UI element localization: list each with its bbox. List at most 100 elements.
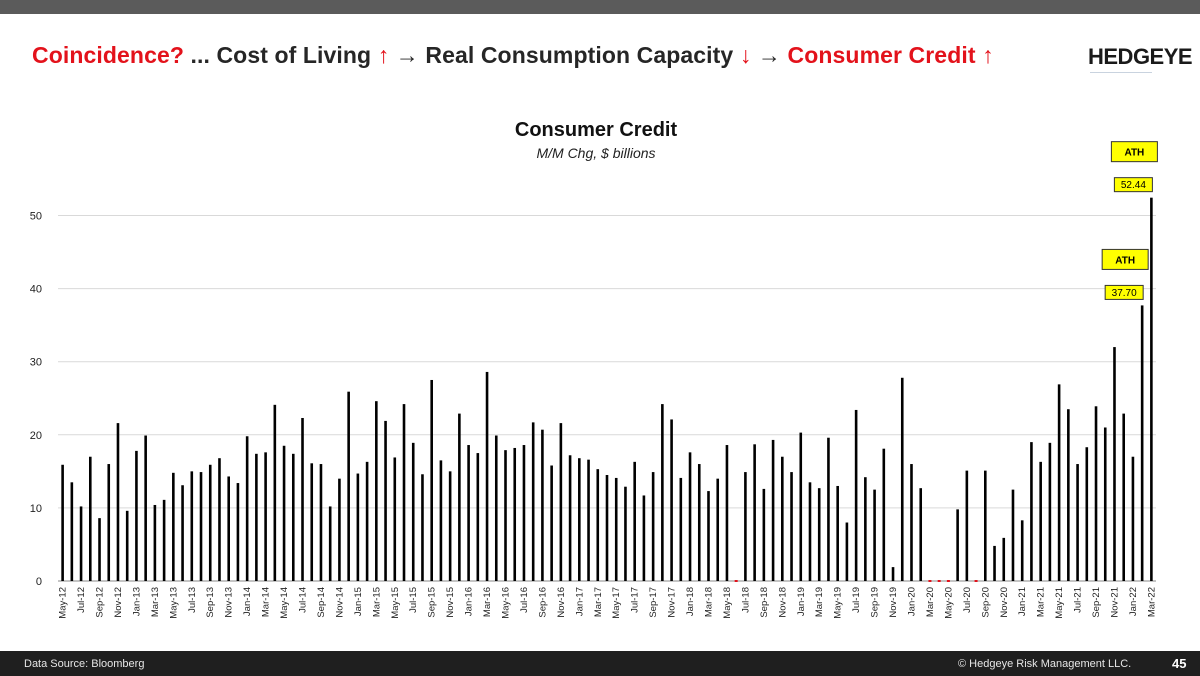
x-tick-label: May-13 [168, 587, 179, 619]
bar [707, 491, 710, 581]
bar [1140, 305, 1144, 581]
bar [1057, 384, 1061, 581]
x-tick-label: Mar-20 [925, 587, 936, 617]
headline-consumer-credit: Consumer Credit [787, 42, 983, 68]
bar [135, 450, 138, 581]
x-tick-label: Nov-13 [224, 587, 235, 618]
bar [291, 453, 295, 581]
bar [61, 464, 64, 581]
bar [181, 485, 184, 581]
x-tick-label: May-16 [501, 587, 512, 619]
annotation-value-box [1113, 177, 1153, 193]
x-tick-label: Nov-15 [445, 587, 456, 618]
bar [1048, 442, 1052, 581]
x-tick-label: May-14 [279, 587, 290, 619]
bar [531, 422, 535, 581]
bar [790, 472, 793, 581]
bar [937, 580, 941, 582]
headline: Coincidence? ... Cost of Living ↑ → Real… [32, 42, 994, 69]
bar [587, 459, 590, 581]
bar [162, 499, 166, 581]
bar [1067, 409, 1070, 581]
bar [393, 457, 397, 581]
bar [873, 489, 876, 581]
x-tick-label: Mar-13 [150, 587, 161, 617]
x-tick-label: Nov-12 [113, 587, 124, 618]
x-tick-label: Jul-13 [187, 587, 198, 613]
x-tick-label: Jan-20 [906, 587, 917, 616]
bar [1131, 456, 1135, 581]
bar [781, 456, 784, 581]
headline-coincidence: Coincidence? [32, 42, 185, 68]
bar [753, 444, 756, 581]
x-tick-label: Sep-14 [316, 587, 327, 618]
bar [172, 472, 175, 581]
bar [107, 464, 111, 581]
logo-underline [1090, 72, 1152, 73]
headline-arrow: → [751, 42, 788, 68]
footer: Data Source: Bloomberg © Hedgeye Risk Ma… [0, 651, 1200, 676]
bar [1030, 442, 1033, 581]
x-tick-label: Sep-17 [648, 587, 659, 618]
bar [1020, 520, 1024, 581]
bar [328, 506, 332, 581]
x-tick-label: Mar-16 [482, 587, 493, 617]
bar [559, 423, 563, 581]
bar [651, 472, 655, 581]
bar [116, 423, 120, 581]
x-tick-label: Jul-16 [519, 587, 530, 613]
bar [494, 435, 498, 581]
bar [854, 409, 858, 581]
arrow-down-icon: ↓ [739, 42, 752, 68]
bar [458, 413, 461, 581]
bar [799, 432, 803, 581]
x-tick-label: Mar-22 [1146, 587, 1157, 617]
bar [513, 447, 517, 581]
bar [439, 460, 443, 581]
bar [919, 488, 923, 581]
x-tick-label: Jan-17 [574, 587, 585, 616]
x-tick-label: May-20 [943, 587, 954, 619]
bar [319, 464, 323, 581]
y-tick-label: 20 [30, 430, 42, 442]
x-tick-label: Jul-12 [76, 587, 87, 613]
annotation-value-label: 37.70 [1112, 288, 1137, 299]
x-tick-label: May-21 [1054, 587, 1065, 619]
bar [596, 469, 600, 581]
bar [614, 477, 618, 581]
bar [984, 470, 987, 581]
x-tick-label: May-18 [722, 587, 733, 619]
x-tick-label: Jan-19 [796, 587, 807, 616]
bar [946, 580, 950, 582]
bar [624, 486, 627, 581]
x-tick-label: Mar-21 [1036, 587, 1047, 617]
bar [633, 461, 636, 581]
x-tick-label: Nov-20 [999, 587, 1010, 618]
hedgeye-logo: HEDGEYE [1088, 44, 1193, 69]
bar [910, 464, 913, 581]
bar [771, 439, 775, 581]
bar [1076, 464, 1079, 581]
bar [467, 445, 470, 581]
x-tick-label: Jul-14 [298, 587, 309, 613]
bar [301, 417, 304, 581]
bar [402, 404, 406, 581]
x-tick-label: May-19 [833, 587, 844, 619]
bar [817, 488, 821, 581]
x-tick-label: Sep-20 [980, 587, 991, 618]
x-tick-label: Nov-18 [777, 587, 788, 618]
bar [993, 545, 996, 581]
x-tick-label: Mar-15 [371, 587, 382, 617]
bar [605, 475, 609, 581]
bar [974, 580, 978, 582]
x-tick-label: Jul-19 [851, 587, 862, 613]
x-tick-label: Sep-18 [759, 587, 770, 618]
bar [273, 404, 277, 581]
x-tick-label: Mar-14 [261, 587, 272, 617]
x-tick-label: Jan-18 [685, 587, 696, 616]
bar [310, 463, 314, 581]
bar [421, 474, 424, 581]
x-tick-label: Sep-12 [95, 587, 106, 618]
bar [1011, 489, 1015, 581]
bar [845, 522, 849, 581]
